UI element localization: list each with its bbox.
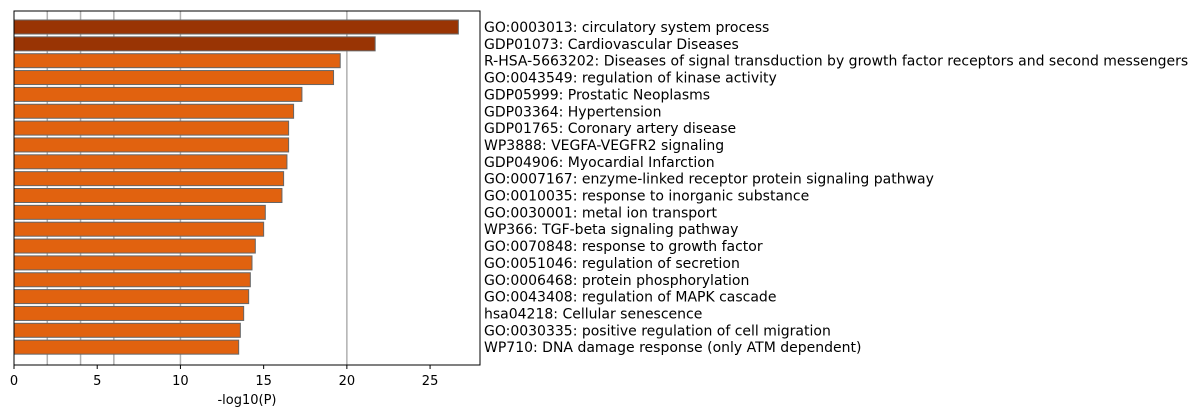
category-label-19: WP710: DNA damage response (only ATM dep… bbox=[484, 340, 861, 356]
bar-17 bbox=[13, 305, 245, 321]
category-label-1: GDP01073: Cardiovascular Diseases bbox=[484, 37, 739, 53]
x-tick-label-4: 20 bbox=[339, 374, 356, 389]
bar-10 bbox=[13, 188, 283, 203]
bars bbox=[13, 19, 459, 355]
category-label-9: GO:0007167: enzyme-linked receptor prote… bbox=[484, 172, 934, 188]
x-tick-label-0: 0 bbox=[10, 374, 18, 389]
category-label-5: GDP03364: Hypertension bbox=[484, 104, 661, 120]
bar-7 bbox=[13, 137, 290, 153]
x-tick-label-1: 5 bbox=[93, 374, 101, 389]
bar-14 bbox=[13, 255, 253, 271]
plot-frame bbox=[13, 10, 481, 366]
bar-6 bbox=[13, 120, 290, 136]
category-label-18: GO:0030335: positive regulation of cell … bbox=[484, 323, 831, 339]
category-label-15: GO:0006468: protein phosphorylation bbox=[484, 273, 749, 289]
category-label-17: hsa04218: Cellular senescence bbox=[484, 306, 702, 322]
bar-0 bbox=[13, 19, 459, 35]
category-label-8: GDP04906: Myocardial Infarction bbox=[484, 155, 715, 171]
x-axis-title: -log10(P) bbox=[217, 393, 276, 408]
bar-4 bbox=[13, 86, 303, 102]
bar-2 bbox=[13, 53, 341, 69]
category-label-4: GDP05999: Prostatic Neoplasms bbox=[484, 87, 710, 103]
bar-15 bbox=[13, 272, 251, 288]
x-tick-label-2: 10 bbox=[172, 374, 189, 389]
bar-3 bbox=[13, 70, 335, 86]
category-label-2: R-HSA-5663202: Diseases of signal transd… bbox=[484, 54, 1188, 70]
bar-12 bbox=[13, 221, 265, 237]
category-label-3: GO:0043549: regulation of kinase activit… bbox=[484, 71, 777, 87]
bar-1 bbox=[13, 36, 376, 52]
category-label-14: GO:0051046: regulation of secretion bbox=[484, 256, 740, 272]
x-tick-label-3: 15 bbox=[255, 374, 272, 389]
category-label-16: GO:0043408: regulation of MAPK cascade bbox=[484, 290, 776, 306]
category-label-0: GO:0003013: circulatory system process bbox=[484, 20, 769, 36]
bar-19 bbox=[13, 339, 240, 355]
x-tick-label-5: 25 bbox=[422, 374, 439, 389]
category-labels: GO:0003013: circulatory system processGD… bbox=[484, 20, 1188, 356]
bar-5 bbox=[13, 103, 295, 119]
x-axis-ticks: 0 5 10 15 20 25 bbox=[10, 365, 438, 389]
bar-9 bbox=[13, 171, 285, 187]
category-label-7: WP3888: VEGFA-VEGFR2 signaling bbox=[484, 138, 724, 154]
bar-11 bbox=[13, 204, 266, 220]
bar-8 bbox=[13, 154, 288, 170]
category-label-6: GDP01765: Coronary artery disease bbox=[484, 121, 736, 137]
category-label-13: GO:0070848: response to growth factor bbox=[484, 239, 763, 255]
bar-18 bbox=[13, 322, 241, 338]
category-label-11: GO:0030001: metal ion transport bbox=[484, 205, 717, 221]
bar-13 bbox=[13, 238, 256, 254]
category-label-10: GO:0010035: response to inorganic substa… bbox=[484, 189, 809, 205]
bar-16 bbox=[13, 289, 250, 305]
category-label-12: WP366: TGF-beta signaling pathway bbox=[484, 222, 738, 238]
